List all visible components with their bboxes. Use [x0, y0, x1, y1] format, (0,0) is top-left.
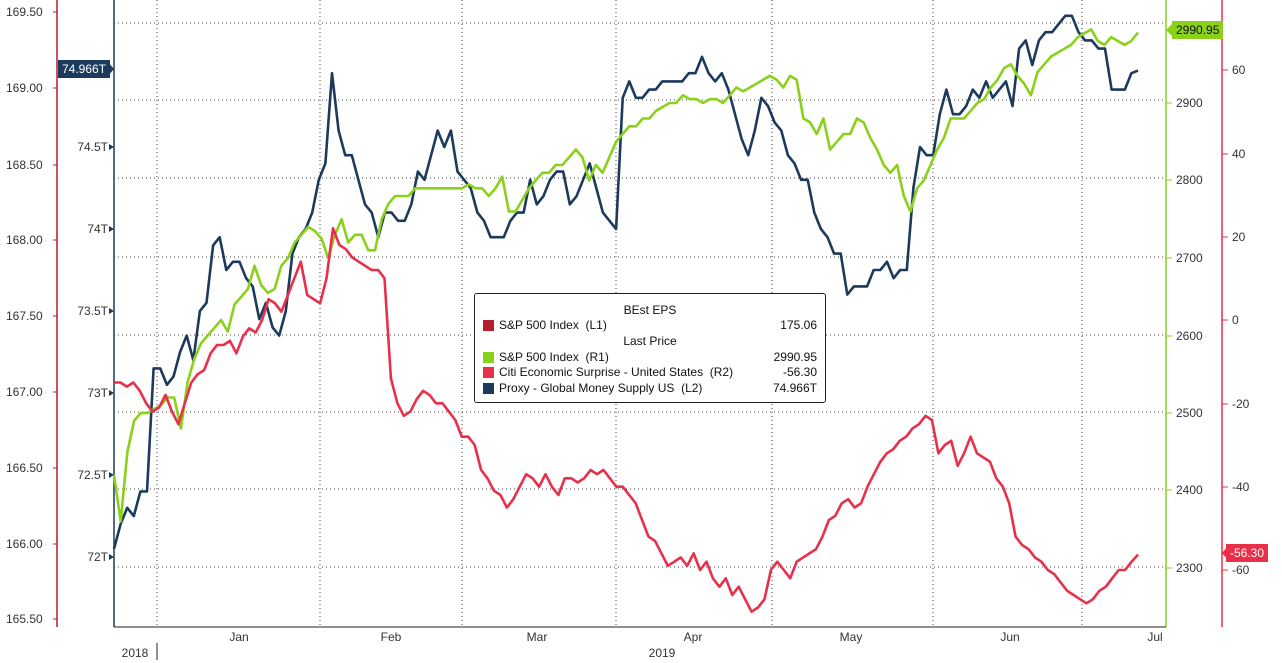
r1-tick-label: 2900: [1176, 96, 1203, 110]
legend-value: 2990.95: [773, 350, 817, 364]
r1-tick-label: 2300: [1176, 561, 1203, 575]
legend-value: 74.966T: [772, 381, 817, 395]
gridlines: [114, 0, 1166, 627]
l2-tick-label: 74T: [87, 222, 108, 236]
r1-tick-label: 2600: [1176, 329, 1203, 343]
l2-tick-mark: [109, 144, 114, 150]
l1-tick-label: 166.50: [6, 461, 43, 475]
legend-label: Proxy - Global Money Supply US (L2): [499, 381, 703, 395]
r1-last-value-flag: 2990.95: [1172, 21, 1224, 39]
legend-value: 175.06: [780, 318, 817, 332]
r1-tick-label: 2700: [1176, 251, 1203, 265]
legend-label: Citi Economic Surprise - United States (…: [499, 365, 734, 379]
x-tick-label: Jan: [229, 630, 248, 644]
l2-tick-label: 72.5T: [77, 468, 108, 482]
x-tick-label: Apr: [684, 630, 703, 644]
l2-tick-mark: [109, 390, 114, 396]
legend-row-sp500-price: S&P 500 Index (R1) 2990.95: [483, 350, 817, 365]
r2-tick-label: 60: [1232, 63, 1246, 77]
r1-tick-label: 2800: [1176, 173, 1203, 187]
legend-swatch: [483, 367, 494, 378]
legend-swatch: [483, 383, 494, 394]
l2-tick-mark: [109, 226, 114, 232]
axes: 169.50 169.00 168.50 168.00 167.50 167.00 166.…: [6, 0, 1250, 660]
l2-tick-label: 74.5T: [77, 140, 108, 154]
l2-tick-mark: [109, 554, 114, 560]
l2-tick-mark: [109, 472, 114, 478]
l1-tick-label: 168.00: [6, 233, 43, 247]
legend-value: -56.30: [782, 365, 817, 379]
legend-label: S&P 500 Index (L1): [499, 318, 607, 332]
legend-swatch: [483, 320, 494, 331]
legend-row-money-supply: Proxy - Global Money Supply US (L2) 74.9…: [483, 381, 817, 396]
l2-tick-label: 72T: [87, 550, 108, 564]
l2-tick-label: 73.5T: [77, 304, 108, 318]
r1-tick-label: 2500: [1176, 406, 1203, 420]
l1-tick-label: 166.00: [6, 537, 43, 551]
r1-tick-label: 2400: [1176, 483, 1203, 497]
l1-tick-label: 168.50: [6, 158, 43, 172]
legend-swatch: [483, 352, 494, 363]
legend-row-sp500-eps: S&P 500 Index (L1) 175.06: [483, 318, 817, 333]
legend-row-citi-surprise: Citi Economic Surprise - United States (…: [483, 365, 817, 380]
r2-tick-label: -40: [1232, 480, 1250, 494]
l1-tick-label: 167.00: [6, 385, 43, 399]
x-tick-label: May: [840, 630, 863, 644]
series-line: [112, 14, 1139, 550]
l2-tick-mark: [109, 308, 114, 314]
l1-tick-label: 169.00: [6, 81, 43, 95]
r2-tick-label: -60: [1232, 563, 1250, 577]
legend-label: S&P 500 Index (R1): [499, 350, 609, 364]
series-line: [114, 227, 1139, 614]
series-lines: [112, 14, 1140, 614]
legend-header-eps: BEst EPS: [623, 303, 677, 317]
year-label: 2018: [122, 646, 149, 660]
x-tick-label: Mar: [527, 630, 548, 644]
r2-tick-label: 40: [1232, 147, 1246, 161]
l1-tick-label: 165.50: [6, 612, 43, 626]
x-tick-label: Jun: [1000, 630, 1019, 644]
r2-tick-label: -20: [1232, 397, 1250, 411]
r1-flag-pointer: [1166, 23, 1173, 37]
legend-header-price: Last Price: [623, 334, 677, 348]
r2-tick-label: 0: [1232, 313, 1239, 327]
l1-tick-label: 167.50: [6, 309, 43, 323]
legend: BEst EPS S&P 500 Index (L1) 175.06 Last …: [474, 293, 826, 403]
year-label: 2019: [649, 646, 676, 660]
l2-tick-label: 73T: [87, 386, 108, 400]
x-tick-label: Feb: [381, 630, 402, 644]
x-tick-label: Jul: [1147, 630, 1162, 644]
l1-tick-label: 169.50: [6, 5, 43, 19]
r2-last-value-flag: -56.30: [1226, 544, 1269, 562]
series-line: [112, 28, 1140, 523]
l2-last-value-flag: 74.966T: [58, 60, 111, 78]
r2-tick-label: 20: [1232, 230, 1246, 244]
